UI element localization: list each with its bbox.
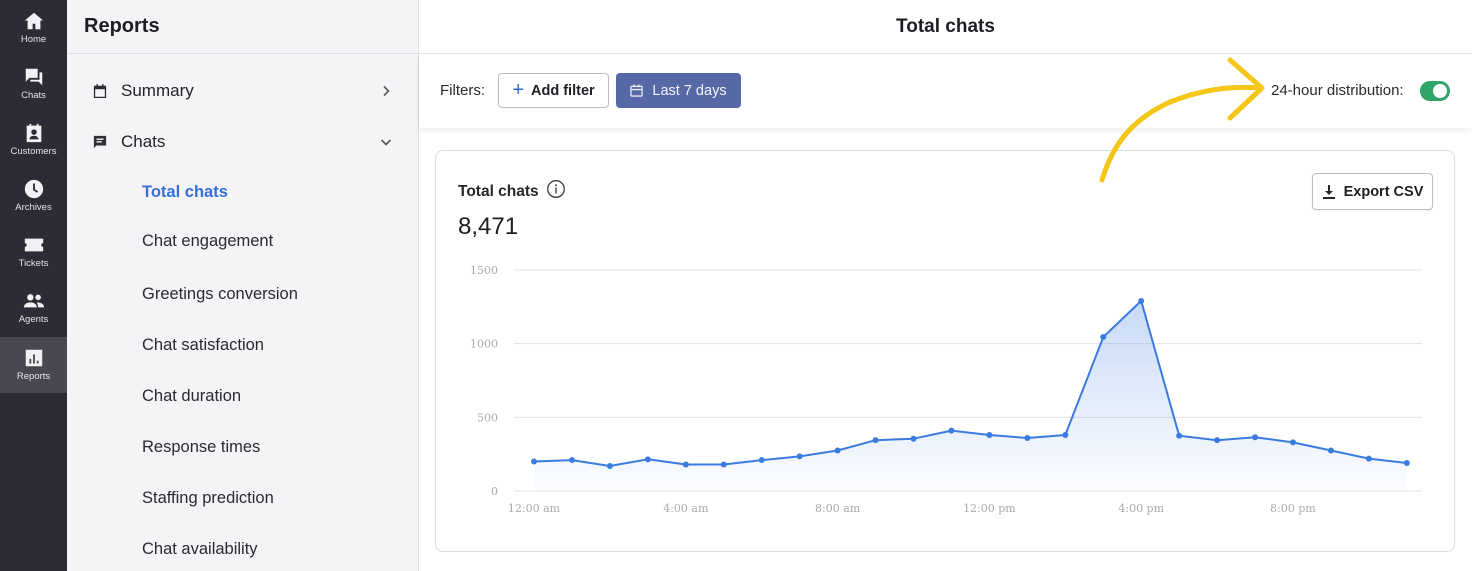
data-point <box>758 457 765 464</box>
data-point <box>531 458 537 465</box>
sidebar-title: Reports <box>84 15 160 37</box>
nav-archives[interactable]: Archives <box>0 168 67 224</box>
sidebar-subitem-total-chats[interactable]: Total chats <box>142 183 228 201</box>
data-point <box>1138 297 1145 304</box>
series-line <box>533 299 1408 467</box>
card-title: Total chats <box>458 183 539 200</box>
nav-agents[interactable]: Agents <box>0 280 67 336</box>
chats-icon <box>25 68 42 86</box>
sidebar-subitem-chat-duration[interactable]: Chat duration <box>142 387 242 405</box>
sidebar-subitem-staffing-prediction[interactable]: Staffing prediction <box>142 489 274 507</box>
nav-chats[interactable]: Chats <box>0 56 67 112</box>
distribution-toggle[interactable] <box>1420 81 1450 101</box>
data-point <box>1100 334 1107 341</box>
sidebar-subitem-chat-availability[interactable]: Chat availability <box>142 540 258 558</box>
clock-icon <box>24 179 43 199</box>
nav-tickets[interactable]: Tickets <box>0 224 67 280</box>
data-point <box>1214 437 1221 444</box>
data-point <box>1024 434 1031 441</box>
reports-icon <box>25 349 42 367</box>
main-header: Total chats <box>419 0 1472 54</box>
data-point <box>1252 434 1259 441</box>
customers-icon <box>26 123 41 143</box>
data-point <box>1062 432 1069 439</box>
data-point <box>720 461 727 468</box>
x-tick-label: 12:00 am <box>508 502 561 515</box>
y-tick-label: 500 <box>477 411 498 424</box>
distribution-toggle-label: 24-hour distribution: <box>1271 82 1404 99</box>
x-tick-label: 12:00 pm <box>963 502 1016 515</box>
filter-bar: Filters: + Add filter Last 7 days 24-hou… <box>419 54 1472 128</box>
chevron-right-icon <box>383 85 390 97</box>
download-icon <box>1322 184 1335 199</box>
nav-customers[interactable]: Customers <box>0 112 67 168</box>
x-tick-label: 4:00 pm <box>1118 502 1164 515</box>
chevron-down-icon <box>380 139 392 146</box>
sidebar-header: Reports <box>67 0 418 54</box>
date-range-button[interactable]: Last 7 days <box>616 73 741 108</box>
sidebar-subitem-chat-engagement[interactable]: Chat engagement <box>142 232 274 250</box>
plus-icon: + <box>512 78 525 101</box>
ticket-icon <box>24 238 43 252</box>
total-chats-chart: 0 500 1000 1500 12:00 am 4:00 am 8:00 am 12:00 … <box>470 264 1422 515</box>
sidebar-item-summary[interactable]: Summary <box>67 71 418 111</box>
nav-home-label: Home <box>20 34 47 45</box>
x-tick-label: 8:00 am <box>815 502 861 515</box>
x-tick-label: 4:00 am <box>663 502 709 515</box>
data-point <box>910 435 917 442</box>
y-tick-label: 1000 <box>470 338 498 351</box>
data-point <box>796 453 803 460</box>
data-point <box>1327 447 1334 454</box>
export-csv-label: Export CSV <box>1343 183 1424 200</box>
data-point <box>1290 439 1296 446</box>
home-icon <box>24 12 43 30</box>
add-filter-label: Add filter <box>531 82 595 99</box>
nav-chats-label: Chats <box>21 90 46 101</box>
page-title: Total chats <box>896 15 995 37</box>
data-point <box>682 461 689 468</box>
total-chats-value: 8,471 <box>458 213 519 240</box>
data-point <box>606 462 613 469</box>
nav-reports-label: Reports <box>16 371 51 382</box>
x-tick-label: 8:00 pm <box>1270 502 1316 515</box>
agents-icon <box>23 294 44 308</box>
sidebar-subitem-response-times[interactable]: Response times <box>142 438 261 456</box>
sidebar-item-chats[interactable]: Chats <box>67 122 418 162</box>
main-content: Total chats Filters: + Add filter Last 7… <box>419 0 1472 571</box>
data-point <box>568 457 575 464</box>
nav-reports[interactable]: Reports <box>0 337 67 393</box>
total-chats-card: Total chats 8,471 Export CSV 0 500 1000 150… <box>435 150 1455 552</box>
date-range-label: Last 7 days <box>652 82 727 99</box>
reports-sidebar: Reports Summary Chats Total chats Chat e… <box>67 0 419 571</box>
sidebar-subitem-greetings-conversion[interactable]: Greetings conversion <box>142 285 298 303</box>
data-point <box>834 447 841 454</box>
sidebar-item-chats-label: Chats <box>121 132 166 151</box>
nav-tickets-label: Tickets <box>18 258 49 269</box>
data-point <box>644 456 651 463</box>
nav-agents-label: Agents <box>18 314 49 325</box>
y-tick-label: 0 <box>491 485 498 498</box>
nav-customers-label: Customers <box>10 146 57 157</box>
series-area <box>534 300 1407 491</box>
add-filter-button[interactable]: + Add filter <box>498 73 609 108</box>
toggle-knob <box>1433 84 1447 98</box>
sidebar-subitem-chat-satisfaction[interactable]: Chat satisfaction <box>142 336 264 354</box>
data-point <box>1403 460 1410 467</box>
calendar-icon <box>630 84 644 97</box>
data-point <box>872 437 879 444</box>
app-nav-rail: Home Chats Customers Archives Tickets Ag… <box>0 0 67 571</box>
data-point <box>948 427 955 434</box>
sidebar-item-summary-label: Summary <box>121 81 194 100</box>
data-point <box>1365 455 1372 462</box>
data-point <box>986 432 993 439</box>
export-csv-button[interactable]: Export CSV <box>1312 173 1433 210</box>
info-icon[interactable] <box>546 179 566 199</box>
chat-bubble-icon <box>93 135 107 149</box>
calendar-icon <box>93 84 107 98</box>
nav-archives-label: Archives <box>15 202 52 213</box>
nav-home[interactable]: Home <box>0 0 67 56</box>
y-tick-label: 1500 <box>470 264 498 277</box>
data-point <box>1176 432 1183 439</box>
filters-label: Filters: <box>440 82 485 99</box>
